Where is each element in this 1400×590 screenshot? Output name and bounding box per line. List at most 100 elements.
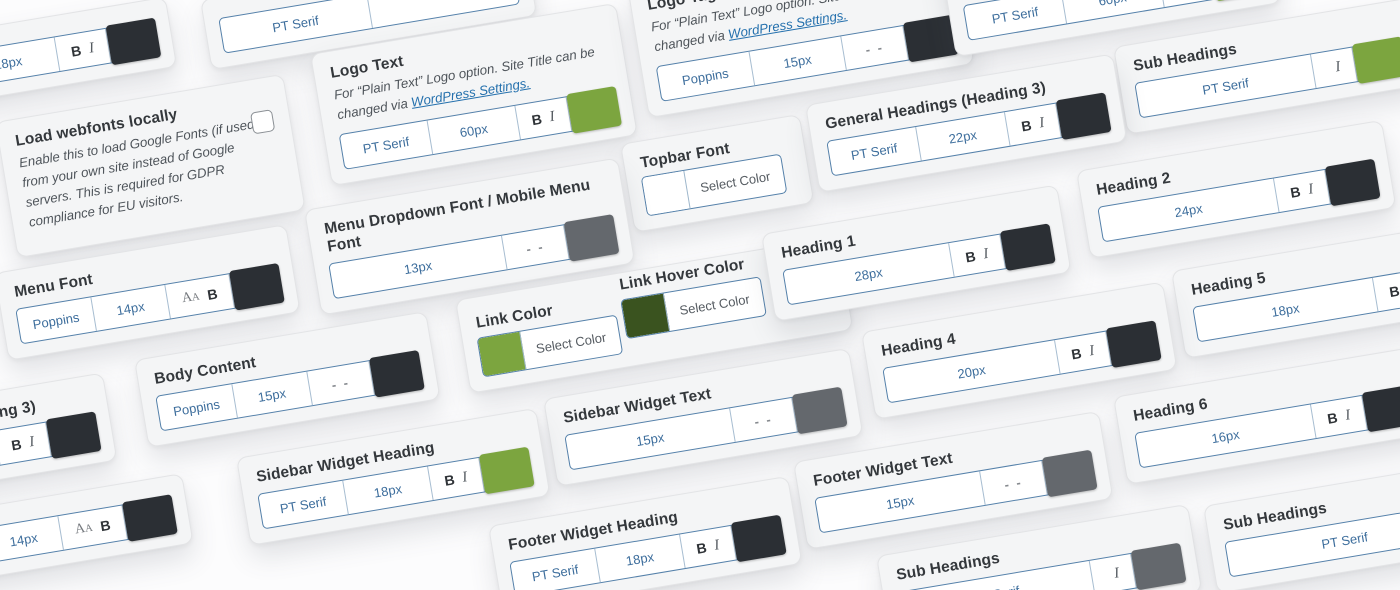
load-webfonts-checkbox[interactable] xyxy=(249,109,276,135)
style-cell[interactable]: I xyxy=(1089,553,1137,590)
size-cell[interactable]: 14px xyxy=(0,516,65,563)
color-swatch[interactable] xyxy=(1209,0,1266,2)
font-cell[interactable]: Poppins xyxy=(16,297,97,344)
color-swatch[interactable] xyxy=(1130,542,1187,590)
card-heading-5: Heading 518pxBI xyxy=(1171,219,1400,359)
italic-toggle-icon[interactable]: I xyxy=(1087,342,1096,359)
select-color-label: Select Color xyxy=(534,329,608,356)
dashes-cell[interactable]: - - xyxy=(980,460,1048,505)
bold-toggle-icon[interactable]: B xyxy=(964,247,977,266)
capitalize-toggle-icon[interactable]: AA xyxy=(180,289,201,307)
card-menu-font-partial: 14px AA B xyxy=(0,473,194,590)
dashes-cell[interactable]: - - xyxy=(501,225,570,270)
italic-toggle-icon[interactable]: I xyxy=(460,468,469,486)
color-swatch[interactable] xyxy=(1324,158,1381,207)
color-swatch[interactable] xyxy=(999,223,1056,271)
italic-toggle-icon[interactable]: I xyxy=(1334,58,1342,75)
font-cell[interactable]: Poppins xyxy=(156,384,238,431)
style-cell[interactable]: BI xyxy=(1158,0,1216,8)
size-cell[interactable]: 60px xyxy=(427,105,521,155)
dashes-cell[interactable]: - - xyxy=(730,397,798,442)
color-swatch[interactable] xyxy=(478,446,535,495)
size-cell[interactable]: 60px xyxy=(1061,0,1165,24)
color-swatch[interactable] xyxy=(1105,320,1162,369)
color-swatch[interactable] xyxy=(477,331,527,377)
italic-toggle-icon[interactable]: I xyxy=(712,536,721,554)
color-swatch[interactable] xyxy=(1055,92,1112,141)
style-cell[interactable]: AA B xyxy=(58,505,129,550)
font-cell[interactable]: Poppins xyxy=(656,51,755,101)
size-cell[interactable]: 18px xyxy=(595,534,686,583)
italic-toggle-icon[interactable]: I xyxy=(1343,406,1352,424)
color-swatch[interactable] xyxy=(621,293,670,339)
font-cell[interactable]: PT Serif xyxy=(258,480,349,529)
style-cell[interactable]: I xyxy=(1310,47,1358,88)
bold-toggle-icon[interactable]: B xyxy=(1388,282,1400,301)
style-cell[interactable]: BI xyxy=(1372,269,1400,312)
font-cell[interactable]: PT Serif xyxy=(510,548,601,590)
card-heading-1: Heading 1 28px B I xyxy=(761,184,1072,322)
size-cell[interactable]: 18px xyxy=(0,37,61,88)
italic-toggle-icon[interactable]: I xyxy=(1112,564,1121,582)
bold-toggle-icon[interactable]: B xyxy=(1289,183,1302,201)
dashes-cell[interactable]: - - xyxy=(307,361,376,406)
size-cell[interactable]: 14px xyxy=(90,284,172,331)
card-heading-2: Heading 2 24px B I xyxy=(1076,119,1397,259)
color-swatch[interactable] xyxy=(1351,36,1400,84)
size-cell[interactable]: 15px xyxy=(231,371,313,418)
bold-toggle-icon[interactable]: B xyxy=(206,285,219,303)
italic-toggle-icon[interactable]: I xyxy=(982,245,990,262)
bold-toggle-icon[interactable]: B xyxy=(10,436,23,454)
color-swatch[interactable] xyxy=(105,17,162,66)
color-swatch[interactable] xyxy=(641,170,691,216)
color-swatch[interactable] xyxy=(730,514,787,563)
color-swatch[interactable] xyxy=(45,411,102,460)
color-swatch[interactable] xyxy=(563,214,620,262)
capitalize-toggle-icon[interactable]: AA xyxy=(73,521,94,538)
color-swatch[interactable] xyxy=(1361,384,1400,433)
color-swatch[interactable] xyxy=(566,86,623,134)
bold-toggle-icon[interactable]: B xyxy=(443,471,456,489)
font-cell[interactable]: PT Serif xyxy=(219,0,373,53)
color-swatch[interactable] xyxy=(228,262,285,311)
bold-toggle-icon[interactable]: B xyxy=(1020,117,1033,135)
italic-toggle-icon[interactable]: I xyxy=(87,39,96,57)
italic-toggle-icon[interactable]: I xyxy=(548,108,556,125)
color-swatch[interactable] xyxy=(121,494,178,542)
color-swatch[interactable] xyxy=(791,386,848,435)
font-cell[interactable]: PT Serif xyxy=(963,0,1068,40)
bold-toggle-icon[interactable]: B xyxy=(99,516,112,535)
bold-toggle-icon[interactable]: B xyxy=(1070,345,1083,363)
font-cell[interactable]: PT Serif xyxy=(339,120,434,169)
bold-toggle-icon[interactable]: B xyxy=(1326,409,1339,427)
italic-toggle-icon[interactable]: I xyxy=(27,433,36,450)
font-cell[interactable]: PT Serif xyxy=(827,126,922,176)
bold-toggle-icon[interactable]: B xyxy=(69,42,83,60)
italic-toggle-icon[interactable]: I xyxy=(1037,114,1046,131)
style-cell[interactable]: AA B xyxy=(165,274,236,319)
size-cell[interactable]: 18px xyxy=(343,466,434,515)
card-topbar-font: Topbar Font Select Color xyxy=(620,113,815,233)
font-control-row: 14px AA B xyxy=(0,494,178,576)
color-swatch[interactable] xyxy=(368,349,425,398)
dashes-cell[interactable]: - - xyxy=(841,25,909,70)
picker-group: Link Color Select Color xyxy=(473,292,624,378)
size-cell[interactable]: 22px xyxy=(916,112,1011,161)
color-swatch[interactable] xyxy=(1041,449,1098,498)
size-cell[interactable]: 15px xyxy=(749,36,847,86)
bold-toggle-icon[interactable]: B xyxy=(695,539,708,557)
bold-toggle-icon[interactable]: B xyxy=(530,110,544,129)
italic-toggle-icon[interactable]: I xyxy=(1306,180,1315,198)
